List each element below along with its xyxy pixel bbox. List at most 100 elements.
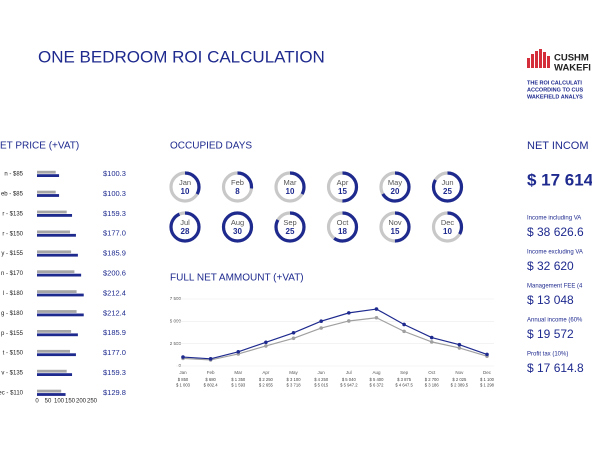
point [236,349,241,354]
gauge-month: Jul [180,218,190,227]
point [264,344,268,348]
gauge-arc [221,171,254,203]
bar [37,194,60,197]
category-label: t - $150 [3,351,24,357]
point [457,346,462,350]
value-label: $ 1 593 [231,383,246,388]
point [429,340,434,344]
income-label: Annual income (60% [527,318,583,324]
category-label: v - $135 [1,371,23,377]
value-label: $ 850 [178,377,189,382]
gauge-value: 8 [235,187,240,196]
category-label: g - $180 [1,311,24,317]
value-label: $ 4 250 [314,377,329,382]
gauge-value: 18 [338,227,347,236]
x-tick-label: 150 [65,399,76,405]
point [347,319,351,323]
logo-description: ACCORDING TO CUS [527,87,583,93]
value-label: $ 802.4 [204,383,219,388]
x-tick-label: Aug [372,370,381,375]
net-income-total: $ 17 614 [527,170,592,189]
income-value: $ 38 626.6 [527,225,584,239]
value-label: $ 1 350 [231,377,246,382]
bar [37,349,70,353]
logo-icon [527,49,550,68]
gauge-value: 30 [233,227,242,236]
bar [37,353,76,357]
point [181,355,185,359]
point [374,315,379,320]
point [291,336,296,341]
value-label: $ 2 025 [452,377,467,382]
gauge-value: 10 [443,227,452,236]
logo-description: WAKEFIELD ANALYS [527,94,583,100]
logo-text: CUSHM [554,53,589,64]
x-tick-label: 50 [45,399,52,405]
bar [37,313,84,317]
point [291,330,296,335]
value-label: $212.4 [103,288,126,297]
x-tick-label: 200 [76,399,87,405]
gauge-month: Dec [441,218,455,227]
category-label: n - $170 [1,271,24,277]
point [264,340,268,345]
category-label: p - $155 [1,331,24,337]
bar [37,330,72,333]
value-label: $ 5 947.2 [340,383,358,388]
category-label: y - $155 [1,251,23,257]
point [374,307,379,311]
value-label: $ 2 655 [259,383,274,388]
gauge-arc [431,171,464,203]
value-label: $ 6 372 [369,383,384,388]
value-label: $185.9 [103,328,126,337]
y-tick-label: 7 500 [170,296,182,301]
gauge-value: 28 [181,227,190,236]
value-label: $159.3 [103,368,126,377]
x-tick-label: 0 [35,399,39,405]
value-label: $177.0 [103,348,126,357]
value-label: $100.3 [103,189,126,198]
x-tick-label: Oct [428,370,436,375]
income-value: $ 19 572 [527,327,574,341]
point [208,357,213,361]
gauge-arc [221,211,254,243]
bar [37,310,77,313]
category-label: eb - $85 [1,191,24,197]
category-label: ec - $110 [0,390,24,396]
bar [37,333,78,337]
gauge-value: 20 [391,187,400,196]
value-label: $ 2 250 [259,377,274,382]
category-label: n - $85 [4,172,23,178]
value-label: $ 4 647.5 [395,383,413,388]
gauge-month: Sep [283,218,296,227]
bar [37,369,67,373]
bar [37,293,84,297]
gauge-month: Aug [231,218,244,227]
gauge-arc [169,211,201,243]
value-label: $ 3 186 [425,383,440,388]
x-tick-label: Nov [455,370,464,375]
bar [37,273,82,277]
point [319,319,323,323]
value-label: $ 3 875 [397,377,412,382]
value-label: $159.3 [103,209,126,218]
y-tick-label: 5 000 [170,319,182,324]
value-label: $ 3 718 [287,383,302,388]
gauge-value: 10 [181,187,190,196]
section-title: NET INCOM [527,140,589,152]
value-label: $ 5 400 [369,377,384,382]
bar [37,393,66,396]
x-tick-label: Jul [346,370,352,375]
value-label: $177.0 [103,229,126,238]
value-label: $100.3 [103,169,126,178]
x-tick-label: Dec [483,370,492,375]
point [429,335,434,340]
value-label: $ 3 100 [287,377,302,382]
bar [37,233,76,237]
section-title: OCCUPIED DAYS [170,141,252,152]
value-label: $ 5 015 [314,383,329,388]
value-label: $ 2 389.5 [451,383,469,388]
y-tick-label: 2 500 [170,341,182,346]
